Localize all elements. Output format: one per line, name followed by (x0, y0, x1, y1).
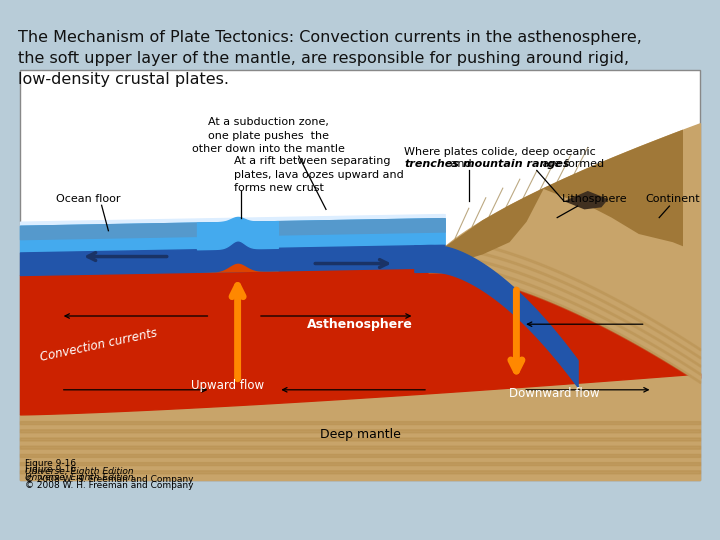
Text: trenches: trenches (404, 159, 459, 170)
Bar (20, 70, 700, 480)
Text: © 2008 W. H. Freeman and Company: © 2008 W. H. Freeman and Company (25, 481, 194, 490)
Text: Universe, Eighth Edition: Universe, Eighth Edition (25, 467, 134, 476)
Text: Figure 9-16: Figure 9-16 (25, 465, 76, 474)
Text: Convection currents: Convection currents (38, 326, 158, 363)
Text: © 2008 W. H. Freeman and Company: © 2008 W. H. Freeman and Company (25, 475, 194, 484)
Text: At a rift between separating
plates, lava oozes upward and
forms new crust: At a rift between separating plates, lav… (234, 157, 404, 193)
Text: Where plates colide, deep oceanic: Where plates colide, deep oceanic (404, 147, 596, 157)
Text: Asthenosphere: Asthenosphere (307, 318, 413, 330)
Text: Upward flow: Upward flow (191, 379, 264, 392)
Text: Deep mantle: Deep mantle (320, 428, 400, 441)
Text: The Mechanism of Plate Tectonics: Convection currents in the asthenosphere,
the : The Mechanism of Plate Tectonics: Convec… (18, 30, 642, 87)
Text: are formed: are formed (539, 159, 604, 170)
Text: mountain ranges: mountain ranges (464, 159, 570, 170)
Text: At a subduction zone,
one plate pushes  the
other down into the mantle: At a subduction zone, one plate pushes t… (192, 117, 345, 154)
Text: Ocean floor: Ocean floor (55, 194, 120, 204)
Text: and: and (447, 159, 475, 170)
Polygon shape (564, 191, 608, 210)
Polygon shape (441, 130, 683, 267)
Text: Figure 9-16: Figure 9-16 (25, 459, 76, 468)
Text: Lithosphere: Lithosphere (562, 194, 627, 204)
Text: Continent: Continent (646, 194, 700, 204)
Text: Downward flow: Downward flow (508, 387, 599, 400)
Text: Universe, Eighth Edition: Universe, Eighth Edition (25, 473, 134, 482)
